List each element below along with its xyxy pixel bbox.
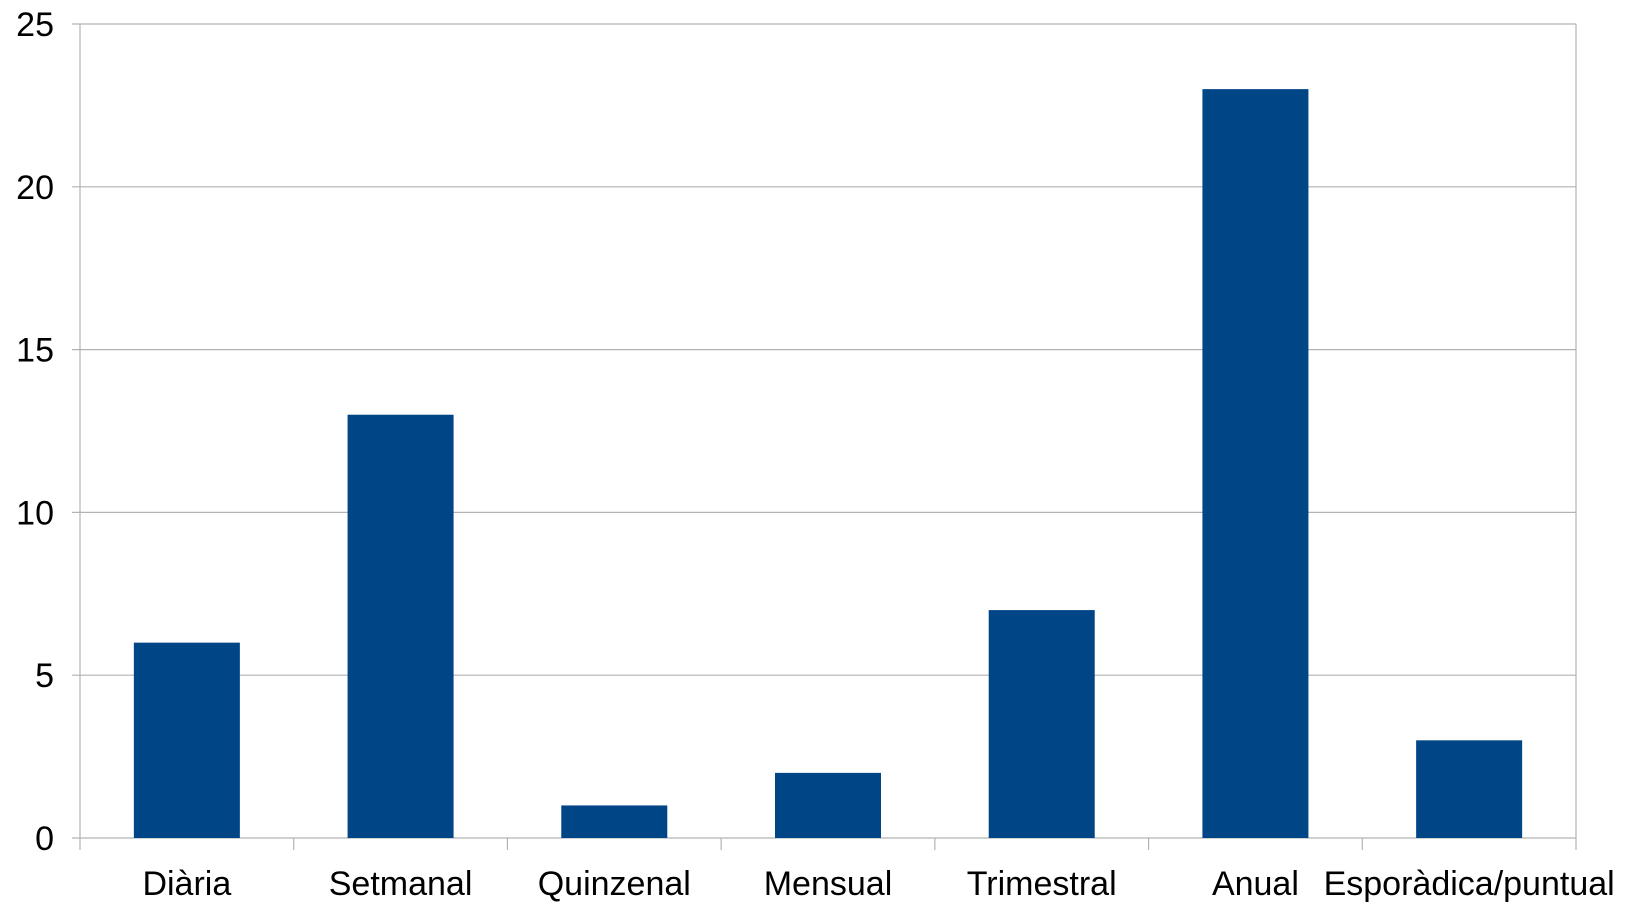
x-tick-label: Mensual (764, 865, 893, 903)
bar (133, 642, 240, 838)
y-tick-label: 20 (16, 169, 54, 207)
y-tick-label: 5 (35, 657, 54, 695)
gridlines (72, 23, 1576, 839)
x-tick-labels: Diària Setmanal Quinzenal Mensual Trimestral… (142, 865, 1614, 903)
axes (79, 24, 1577, 850)
bar (988, 610, 1095, 838)
bars (133, 89, 1523, 839)
y-tick-label: 10 (16, 494, 54, 532)
bar (775, 772, 881, 838)
y-tick-label: 25 (16, 6, 54, 44)
x-tick-label: Diària (142, 865, 231, 903)
bar (1416, 740, 1523, 838)
bar (561, 805, 668, 838)
x-tick-label: Trimestral (967, 865, 1117, 903)
x-tick-label: Setmanal (329, 865, 473, 903)
bar (347, 414, 454, 838)
x-tick-label: Esporàdica/puntual (1324, 865, 1615, 903)
y-tick-label: 15 (16, 332, 54, 370)
x-tick-label: Quinzenal (538, 865, 691, 903)
y-tick-labels: 0 5 10 15 20 25 (16, 6, 54, 858)
bar (1202, 89, 1309, 839)
y-tick-label: 0 (35, 820, 54, 858)
x-tick-label: Anual (1212, 865, 1299, 903)
